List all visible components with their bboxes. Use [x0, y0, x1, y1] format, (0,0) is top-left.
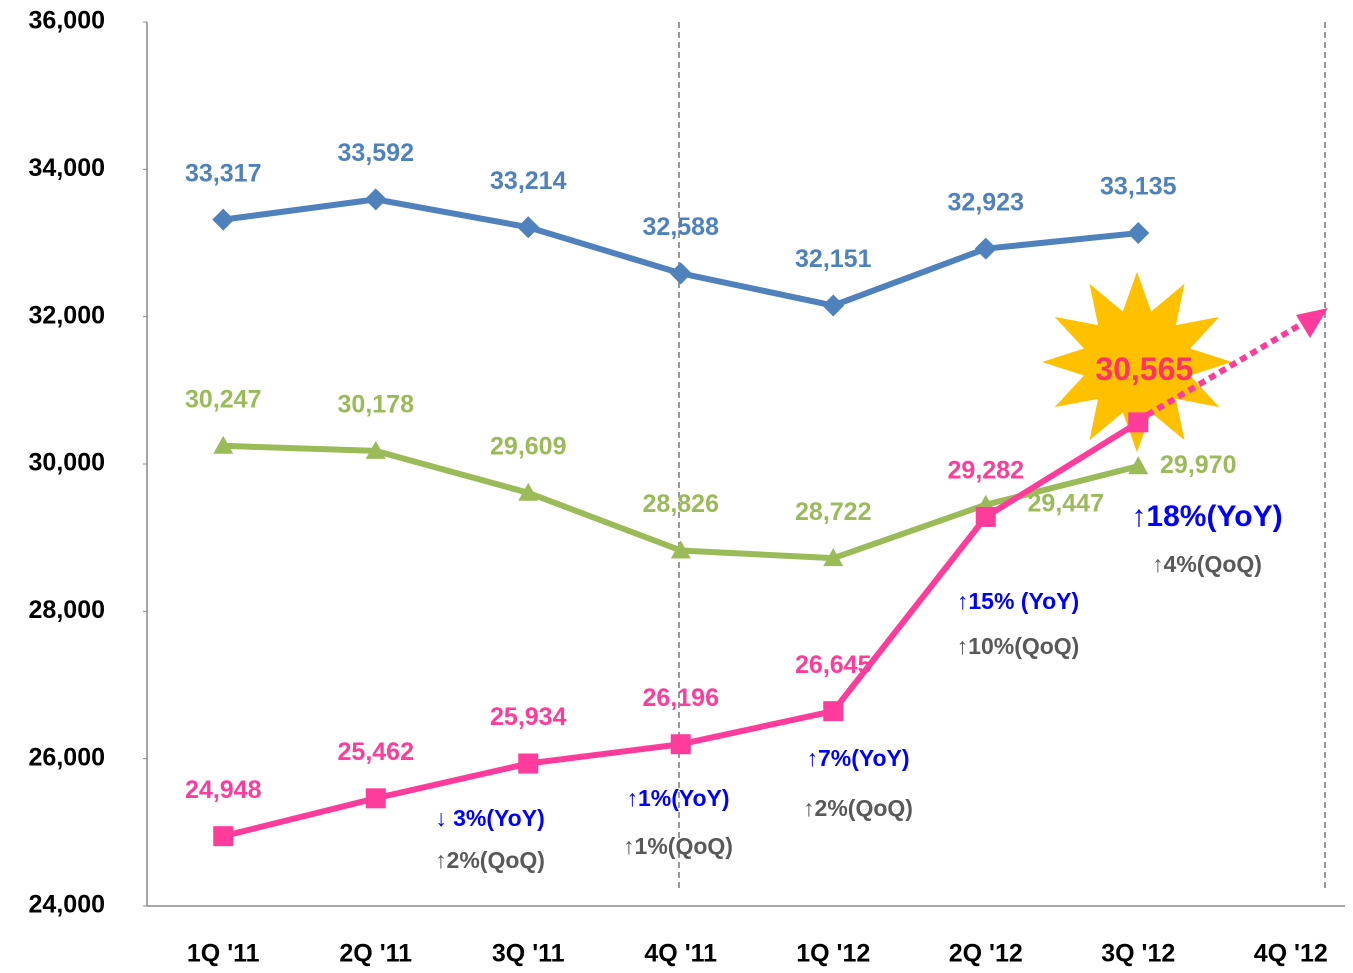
- data-label: 30,565: [1095, 351, 1193, 387]
- y-tick-label: 28,000: [29, 596, 105, 624]
- data-label: 33,592: [338, 139, 414, 167]
- qoq-annotation: ↑2%(QoQ): [803, 795, 913, 821]
- chart: 24,000 26,000 28,000 30,000 32,000 34,000 36,0…: [0, 0, 1353, 973]
- data-label: 32,923: [948, 188, 1024, 216]
- y-tick-label: 30,000: [29, 449, 105, 477]
- data-label: 25,462: [338, 738, 414, 766]
- marker: [1127, 222, 1149, 244]
- yoy-annotation: ↑18%(YoY): [1131, 500, 1282, 533]
- x-tick-label: 4Q '12: [1254, 940, 1328, 968]
- x-tick-label: 1Q '12: [796, 940, 870, 968]
- marker: [671, 734, 691, 754]
- data-label: 33,214: [490, 167, 567, 195]
- marker: [1128, 412, 1148, 432]
- x-tick-label: 2Q '11: [339, 940, 412, 968]
- marker: [365, 188, 387, 210]
- data-label: 33,317: [185, 159, 261, 187]
- marker: [518, 754, 538, 774]
- data-label: 30,178: [338, 390, 415, 418]
- data-label: 32,151: [795, 245, 872, 273]
- data-label: 33,135: [1100, 173, 1177, 201]
- yoy-annotation: ↓ 3%(YoY): [435, 805, 544, 831]
- qoq-annotation: ↑2%(QoQ): [435, 847, 545, 873]
- x-tick-label: 1Q '11: [187, 940, 260, 968]
- y-tick-label: 26,000: [29, 743, 105, 771]
- data-label: 29,447: [1028, 489, 1104, 517]
- marker: [823, 701, 843, 721]
- qoq-annotation: ↑10%(QoQ): [957, 633, 1080, 659]
- yoy-annotation: ↑15% (YoY): [957, 588, 1079, 614]
- data-label: 24,948: [185, 776, 262, 804]
- marker: [976, 507, 996, 527]
- marker: [213, 826, 233, 846]
- x-tick-label: 3Q '12: [1101, 940, 1175, 968]
- trend-arrowhead: [1296, 308, 1328, 338]
- data-label: 29,970: [1160, 451, 1236, 479]
- data-label: 28,722: [795, 498, 871, 526]
- marker: [670, 262, 692, 284]
- y-tick-label: 34,000: [29, 154, 105, 182]
- marker: [975, 238, 997, 260]
- data-label: 32,588: [643, 213, 720, 241]
- marker: [517, 216, 539, 238]
- x-tick-label: 3Q '11: [492, 940, 565, 968]
- marker: [366, 788, 386, 808]
- data-label: 26,645: [795, 651, 872, 679]
- y-tick-label: 32,000: [29, 301, 105, 329]
- data-label: 29,609: [490, 432, 566, 460]
- y-tick-label: 36,000: [29, 7, 105, 35]
- marker: [822, 295, 844, 317]
- yoy-annotation: ↑1%(YoY): [626, 785, 729, 811]
- x-tick-label: 4Q '11: [644, 940, 717, 968]
- y-tick-label: 24,000: [29, 891, 105, 919]
- data-label: 26,196: [643, 684, 719, 712]
- data-label: 25,934: [490, 703, 567, 731]
- marker: [212, 209, 234, 231]
- qoq-annotation: ↑1%(QoQ): [623, 833, 733, 859]
- x-tick-label: 2Q '12: [949, 940, 1023, 968]
- data-label: 30,247: [185, 385, 261, 413]
- data-label: 28,826: [643, 490, 719, 518]
- data-label: 29,282: [948, 457, 1024, 485]
- qoq-annotation: ↑4%(QoQ): [1152, 551, 1262, 577]
- yoy-annotation: ↑7%(YoY): [806, 745, 909, 771]
